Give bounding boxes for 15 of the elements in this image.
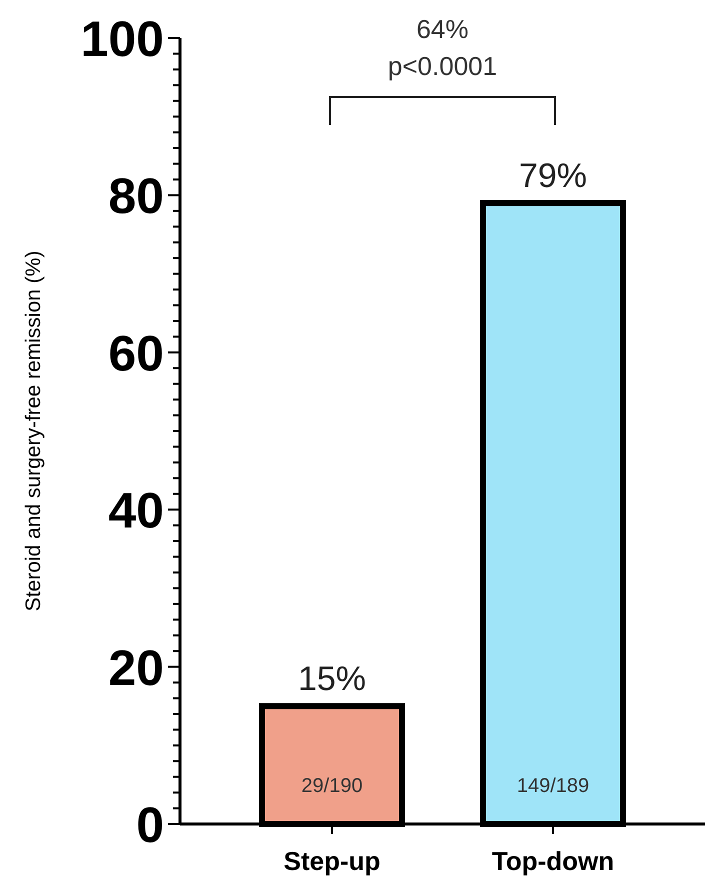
annotation: 29/190 xyxy=(301,774,363,797)
y-tick-label: 80 xyxy=(108,168,164,224)
data-label: 79% xyxy=(518,157,588,196)
annotation: 149/189 xyxy=(516,774,590,797)
data-label: 15% xyxy=(298,660,366,698)
y-axis-title: Steroid and surgery-free remission (%) xyxy=(22,250,45,612)
y-tick-label: 60 xyxy=(108,325,164,382)
y-tick-label: 100 xyxy=(80,11,164,67)
annotation: p<0.0001 xyxy=(388,51,498,81)
x-tick-label: Step-up xyxy=(284,846,380,876)
y-tick-label: 20 xyxy=(108,640,164,696)
annotation: 64% xyxy=(416,14,469,44)
x-tick-label: Top-down xyxy=(492,846,614,876)
y-tick-label: 0 xyxy=(136,797,164,853)
y-tick-label: 40 xyxy=(108,482,164,539)
